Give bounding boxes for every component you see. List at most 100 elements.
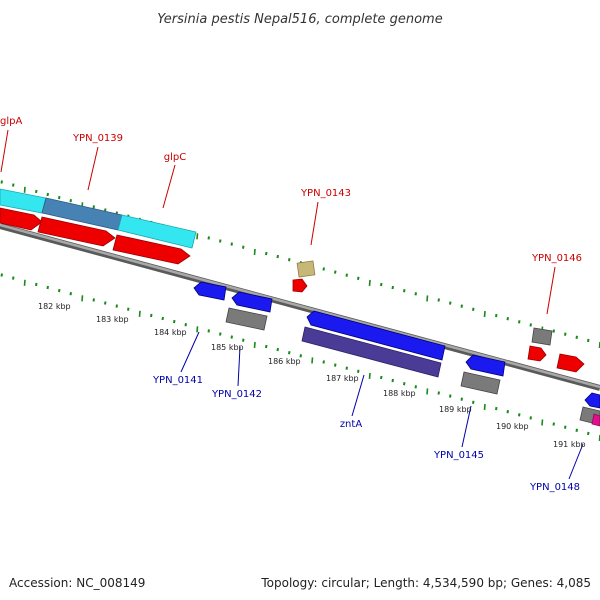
minor-tick <box>12 183 15 187</box>
minor-tick <box>334 270 337 274</box>
minor-tick <box>265 251 268 256</box>
minor-tick <box>575 335 578 339</box>
minor-tick <box>173 319 176 324</box>
kbp-label: 185 kbp <box>211 343 244 352</box>
gene-label-YPN_0139[interactable]: YPN_0139 <box>72 133 123 144</box>
inner-tick-track <box>0 273 600 442</box>
feature-YPN_0143-misc[interactable] <box>296 260 316 278</box>
minor-tick <box>219 332 222 336</box>
gene-label-YPN_0143[interactable]: YPN_0143 <box>300 188 351 199</box>
gene-label-YPN_0142[interactable]: YPN_0142 <box>211 389 262 400</box>
major-tick <box>311 357 314 364</box>
kbp-scale-labels: 182 kbp 183 kbp 184 kbp 185 kbp 186 kbp … <box>38 302 586 449</box>
minor-tick <box>472 307 475 311</box>
gene-label-zntA[interactable]: zntA <box>340 419 363 430</box>
gene-arrow-YPN_0140[interactable] <box>193 281 227 301</box>
minor-tick <box>529 416 532 420</box>
minor-tick <box>127 307 130 311</box>
feature-YPN_0149-cds[interactable] <box>591 413 600 427</box>
gene-label-YPN_0146[interactable]: YPN_0146 <box>531 253 582 264</box>
minor-tick <box>357 369 360 373</box>
minor-tick <box>495 406 498 411</box>
major-tick <box>253 248 256 255</box>
minor-tick <box>518 320 521 324</box>
feature-zntA-cds[interactable] <box>301 326 442 378</box>
kbp-label: 191 kbp <box>553 440 586 449</box>
gene-arrow-YPN_0144[interactable] <box>465 354 506 377</box>
gene-arrow-glpC[interactable] <box>112 234 191 265</box>
gene-arrow-zntA[interactable] <box>306 310 446 361</box>
gene-arrow-YPN_0143[interactable] <box>292 278 308 293</box>
major-tick <box>483 310 486 318</box>
minor-tick <box>391 378 394 383</box>
gene-label-YPN_0145[interactable]: YPN_0145 <box>433 450 484 461</box>
feature-YPN_0145-cds[interactable] <box>460 371 501 395</box>
minor-tick <box>219 239 222 243</box>
minor-tick <box>276 347 279 352</box>
major-tick <box>541 419 544 426</box>
kbp-label: 182 kbp <box>38 302 71 311</box>
minor-tick <box>449 394 452 398</box>
gene-label-glpC[interactable]: glpC <box>164 152 186 163</box>
minor-tick <box>161 316 164 321</box>
minor-tick <box>506 317 509 321</box>
minor-tick <box>288 258 291 262</box>
minor-tick <box>460 304 463 308</box>
minor-tick <box>207 236 210 240</box>
minor-tick <box>564 425 567 429</box>
minor-tick <box>518 413 521 417</box>
minor-tick <box>35 282 38 287</box>
kbp-label: 190 kbp <box>496 422 529 431</box>
minor-tick <box>380 375 383 380</box>
gene-label-YPN_0148[interactable]: YPN_0148 <box>529 482 580 493</box>
minor-tick <box>104 301 107 305</box>
gene-label-YPN_0141[interactable]: YPN_0141 <box>152 375 203 386</box>
minor-tick <box>380 282 383 287</box>
feature-glpC-cds[interactable] <box>117 214 197 249</box>
minor-tick <box>92 298 95 302</box>
feature-YPN_0142-cds[interactable] <box>225 307 268 331</box>
minor-tick <box>391 285 394 290</box>
gene-label-glpA[interactable]: glpA <box>0 116 22 127</box>
minor-tick <box>184 323 187 327</box>
minor-tick <box>403 382 406 386</box>
map-title: Yersinia pestis Nepal516, complete genom… <box>157 12 442 27</box>
minor-tick <box>449 301 452 305</box>
accession-text: Accession: NC_008149 <box>9 576 145 590</box>
minor-tick <box>12 276 15 280</box>
minor-tick <box>414 385 417 389</box>
gene-arrow-YPN_0148[interactable] <box>584 392 600 409</box>
minor-tick <box>472 400 475 404</box>
gene-arrow-YPN_0147[interactable] <box>556 353 585 373</box>
minor-tick <box>0 180 3 184</box>
minor-tick <box>460 397 463 401</box>
gene-arrow-YPN_0139[interactable] <box>37 216 116 247</box>
minor-tick <box>403 289 406 293</box>
kbp-label: 184 kbp <box>154 328 187 337</box>
minor-tick <box>276 254 279 259</box>
minor-tick <box>0 273 3 277</box>
kbp-label: 187 kbp <box>326 374 359 383</box>
minor-tick <box>69 292 72 296</box>
minor-tick <box>564 332 567 336</box>
minor-tick <box>552 422 555 426</box>
minor-tick <box>92 205 95 209</box>
minor-tick <box>587 431 590 436</box>
gene-arrow-YPN_0146[interactable] <box>527 345 547 362</box>
minor-tick <box>242 338 245 342</box>
gene-arrow-YPN_0141[interactable] <box>231 291 273 313</box>
major-tick <box>23 186 26 193</box>
major-tick <box>368 372 371 379</box>
kbp-label: 186 kbp <box>268 357 301 366</box>
minor-tick <box>46 285 49 290</box>
gene-arrow-glpA[interactable] <box>0 207 43 231</box>
minor-tick <box>207 329 210 333</box>
feature-YPN_0146-cds[interactable] <box>531 327 553 346</box>
minor-tick <box>35 189 38 194</box>
forward-callouts <box>0 129 556 315</box>
minor-tick <box>46 192 49 197</box>
minor-tick <box>299 354 302 358</box>
major-tick <box>426 295 429 302</box>
kbp-label: 189 kbp <box>439 405 472 414</box>
